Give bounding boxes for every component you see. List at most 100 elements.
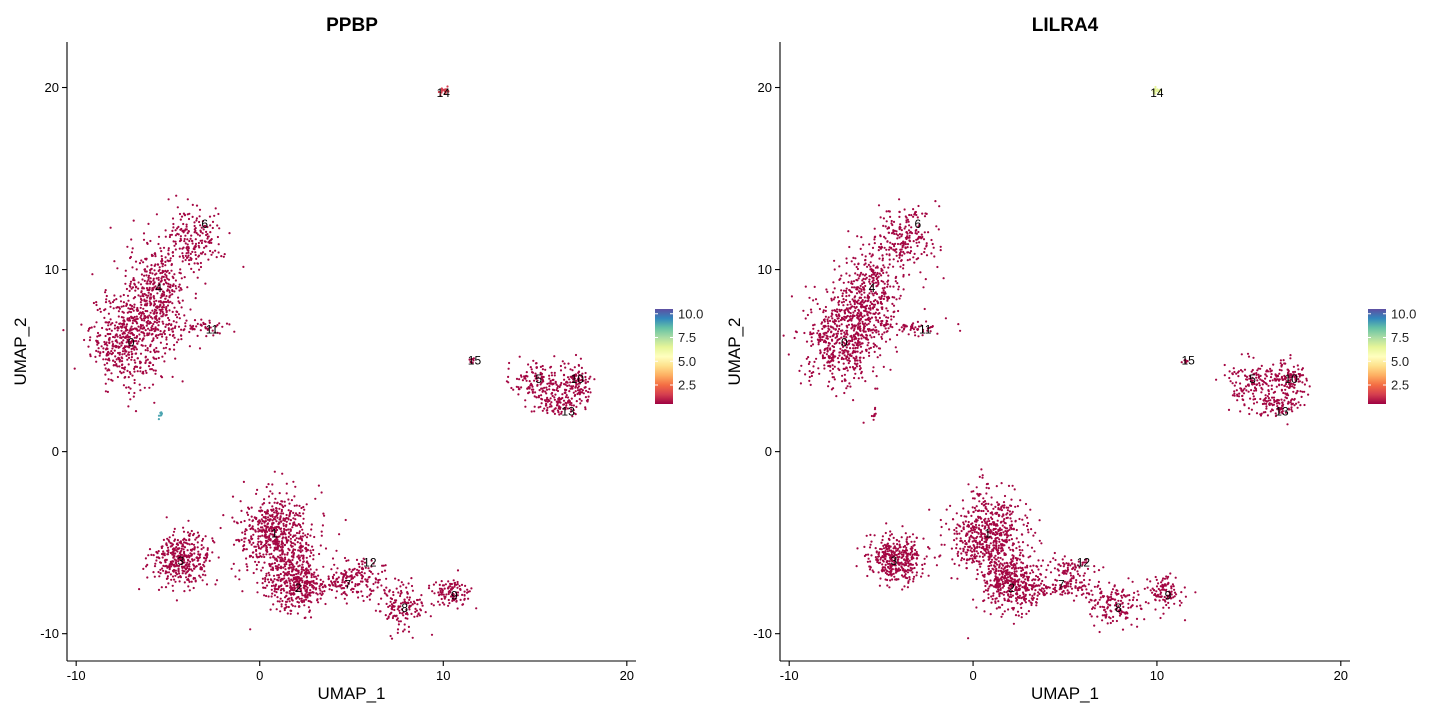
data-point — [816, 302, 819, 305]
data-point — [920, 575, 923, 578]
data-point — [217, 556, 220, 559]
data-point — [217, 251, 220, 254]
data-point — [285, 482, 288, 485]
data-point — [825, 288, 828, 291]
data-point — [241, 531, 244, 534]
data-point — [812, 324, 815, 327]
data-point — [148, 320, 152, 324]
data-point — [377, 581, 380, 584]
data-point — [858, 359, 862, 362]
data-point — [178, 255, 181, 258]
data-point — [862, 288, 865, 291]
data-point — [180, 334, 183, 337]
data-point — [284, 603, 287, 606]
data-point — [268, 553, 271, 556]
data-point — [161, 292, 164, 295]
data-point — [851, 338, 854, 341]
data-point — [271, 529, 274, 532]
data-point — [138, 262, 142, 265]
data-point — [861, 279, 864, 282]
data-point — [569, 375, 572, 378]
data-point — [861, 350, 864, 353]
data-point — [296, 612, 299, 615]
data-point — [879, 322, 882, 325]
data-point — [180, 215, 184, 218]
data-point — [112, 345, 115, 348]
data-point — [126, 369, 129, 372]
data-point — [131, 286, 135, 289]
data-point — [313, 571, 316, 574]
data-point — [208, 559, 211, 563]
data-point — [537, 396, 541, 399]
data-point — [884, 340, 888, 343]
data-point — [320, 491, 323, 494]
data-point — [856, 326, 860, 329]
data-point — [167, 327, 170, 330]
data-point — [540, 373, 543, 376]
data-point — [916, 244, 919, 248]
data-point — [171, 375, 174, 378]
data-point — [177, 567, 180, 570]
data-point — [288, 590, 291, 593]
data-point — [156, 292, 159, 295]
data-point — [840, 336, 843, 339]
data-point — [185, 539, 188, 542]
data-point — [136, 322, 139, 325]
data-point — [173, 527, 176, 531]
data-point — [181, 545, 184, 548]
data-point — [150, 253, 153, 256]
data-point — [303, 508, 306, 511]
data-point — [167, 539, 170, 542]
data-point — [256, 543, 259, 546]
data-point — [306, 580, 309, 584]
data-point — [105, 321, 108, 324]
data-point — [122, 371, 125, 374]
data-point — [192, 543, 196, 546]
data-point — [95, 349, 98, 352]
data-point — [910, 214, 913, 217]
data-point — [288, 522, 291, 525]
data-point — [166, 566, 169, 569]
data-point — [167, 582, 170, 585]
data-point — [429, 615, 432, 618]
data-point — [897, 567, 900, 570]
data-point — [255, 563, 258, 567]
data-point — [856, 267, 860, 271]
data-point — [104, 390, 107, 393]
data-point — [826, 320, 829, 323]
data-point — [871, 370, 875, 373]
data-point — [829, 365, 832, 368]
data-point — [188, 565, 191, 568]
data-point — [864, 309, 867, 312]
data-point — [406, 613, 409, 616]
colorbar-label: 10.0 — [678, 306, 703, 321]
data-point — [564, 396, 568, 399]
data-point — [175, 310, 178, 313]
data-point — [855, 314, 859, 317]
data-point — [286, 553, 289, 556]
data-point — [288, 513, 291, 517]
data-point — [859, 247, 862, 250]
data-point — [576, 386, 579, 389]
data-point — [123, 332, 126, 335]
data-point — [822, 311, 825, 314]
data-point — [154, 372, 157, 375]
data-point — [282, 571, 285, 574]
data-point — [159, 561, 163, 564]
data-point — [197, 535, 200, 538]
data-point — [463, 597, 466, 601]
data-point — [305, 590, 308, 593]
data-point — [444, 88, 447, 91]
data-point — [124, 269, 127, 272]
data-point — [831, 339, 834, 342]
data-point — [925, 555, 928, 558]
data-point — [417, 612, 420, 615]
data-point — [337, 576, 340, 579]
data-point — [913, 252, 916, 255]
data-point — [447, 580, 450, 583]
data-point — [280, 605, 283, 608]
data-point — [879, 242, 883, 246]
data-point — [141, 293, 144, 296]
data-point — [530, 368, 533, 371]
data-point — [139, 326, 142, 329]
